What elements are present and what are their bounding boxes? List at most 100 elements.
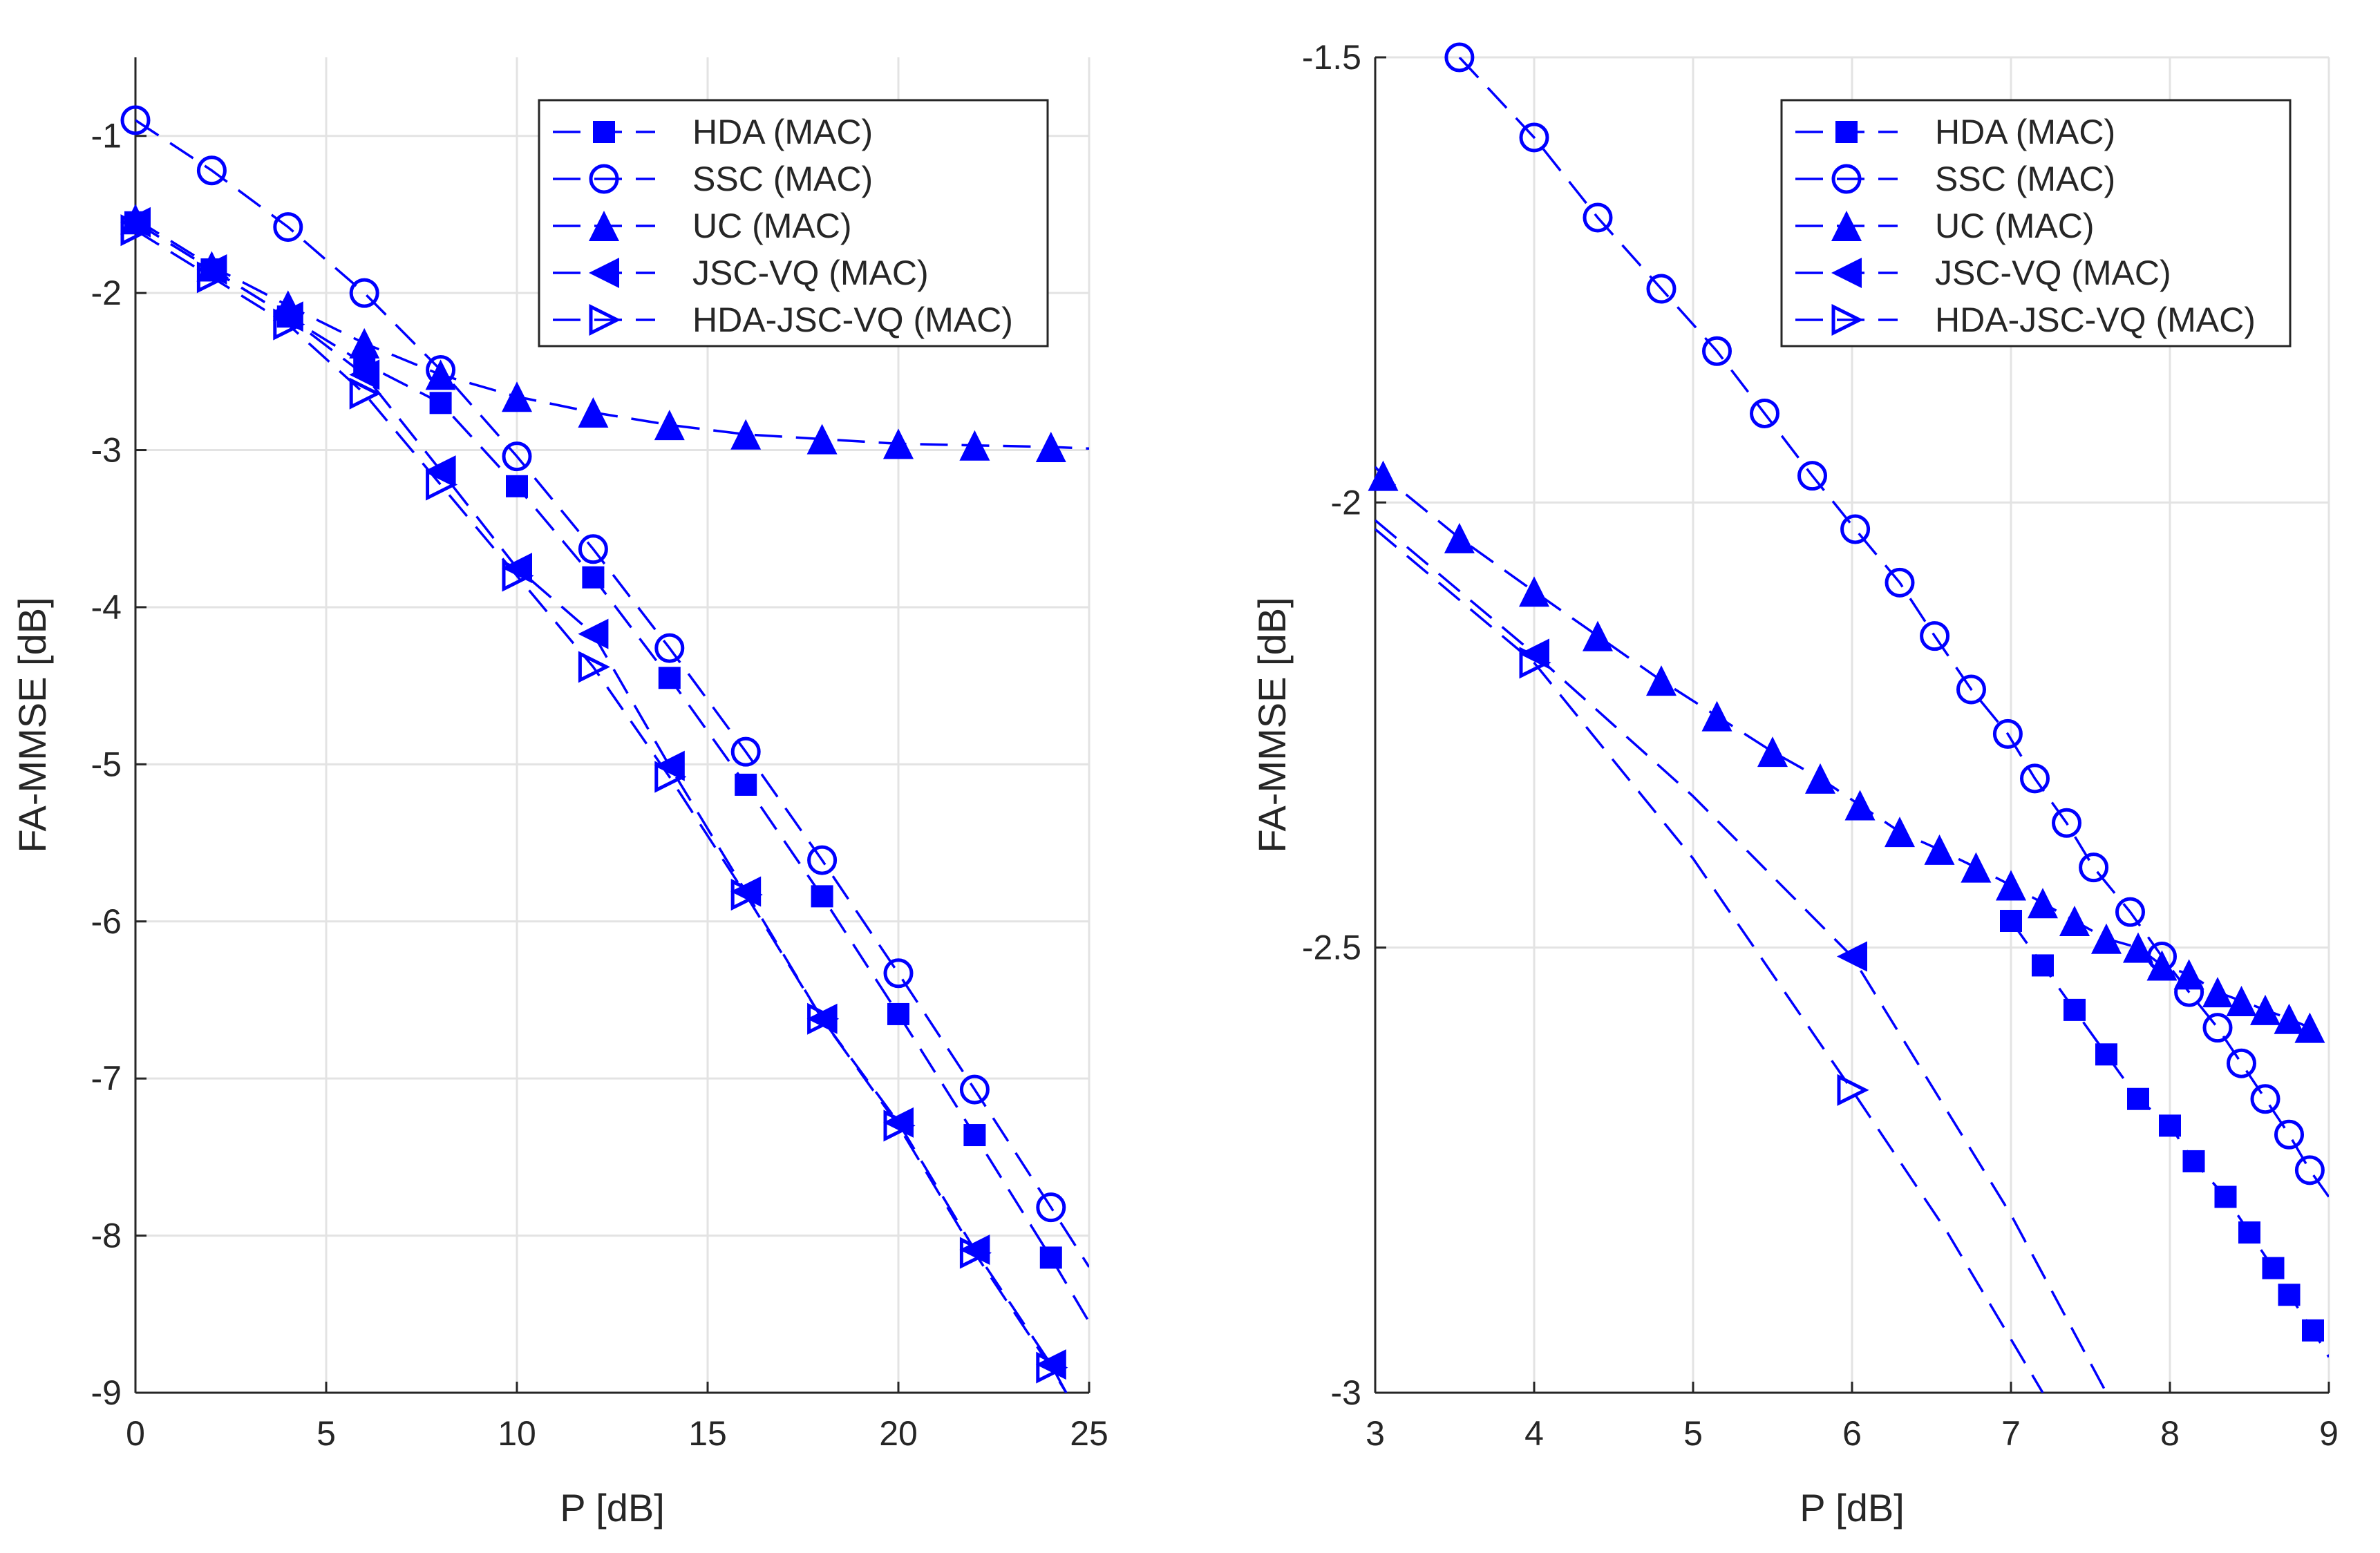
- chart1-y-axis-label: FA-MMSE [dB]: [1250, 597, 1294, 852]
- chart0-series-1-point-0: [120, 105, 151, 135]
- chart0-legend-marker-2: [589, 211, 619, 241]
- chart1-series-1-point-0: [1444, 42, 1475, 73]
- chart0-series-0-point-8: [735, 773, 757, 796]
- chart1-series-1-point-7: [1840, 514, 1871, 544]
- chart1-series-0-point-4: [2127, 1087, 2149, 1110]
- chart0-series-2-point-11: [959, 430, 990, 461]
- chart1-series-1-point-2: [1583, 202, 1613, 233]
- chart0-series-1-point-8: [730, 736, 761, 767]
- chart0-x-tick-label-2: 10: [498, 1414, 536, 1453]
- chart0-y-tick-label-8: -1: [91, 117, 122, 155]
- chart-left: 0 5 10 15 20 25 -9 -8 -7 -6 -5 -4 -3 -2 -1 P [dB] FA-MMS…: [10, 57, 1108, 1530]
- chart1-series-2-point-23: [2294, 1012, 2325, 1043]
- chart1-y-tick-label-3: -1.5: [1302, 38, 1361, 77]
- chart0-legend-marker-0: [593, 121, 615, 143]
- chart0-series-2-point-8: [730, 419, 762, 450]
- chart1-legend-label-1: SSC (MAC): [1935, 160, 2115, 198]
- chart0-series-4-point-0: [120, 214, 153, 247]
- chart1-x-tick-label-3: 6: [1842, 1414, 1862, 1453]
- chart0-series-2-point-7: [654, 410, 685, 441]
- chart0-series-1-point-6: [578, 534, 608, 564]
- chart0-legend-label-3: JSC-VQ (MAC): [692, 254, 929, 292]
- chart1-series-2-point-18: [2173, 959, 2204, 990]
- chart0-series-3-point-9: [806, 1003, 838, 1034]
- chart0-series-0-point-4: [429, 392, 452, 415]
- chart0-series-1-point-2: [273, 212, 303, 242]
- chart1-markers: [1368, 42, 2325, 1342]
- chart1-series-2-point-4: [1646, 665, 1677, 696]
- chart0-series-1-point-10: [883, 958, 914, 989]
- chart1-series-1-point-21: [2274, 1119, 2304, 1150]
- chart0-series-1-point-7: [654, 633, 685, 663]
- chart1-series-2-point-20: [2226, 985, 2257, 1016]
- chart1-series-0-point-6: [2182, 1150, 2205, 1172]
- chart0-series-4-point-12: [1036, 1351, 1068, 1384]
- chart0-y-tick-label-1: -8: [91, 1217, 122, 1255]
- chart1-legend-marker-2: [1831, 211, 1862, 241]
- chart1-series-1-point-3: [1646, 274, 1677, 304]
- chart0-legend-marker-4: [589, 303, 621, 336]
- chart0-y-tick-label-4: -5: [91, 745, 122, 783]
- chart0-y-axis-label: FA-MMSE [dB]: [10, 597, 54, 852]
- chart1-series-1-point-19: [2227, 1048, 2256, 1078]
- chart1-legend-box: [1780, 99, 2292, 347]
- chart0-x-tick-label-4: 20: [879, 1414, 918, 1453]
- chart0-y-tick-label-3: -6: [91, 902, 122, 941]
- chart0-legend-label-0: HDA (MAC): [692, 113, 873, 151]
- chart1-series-1-point-11: [1992, 718, 2023, 749]
- chart0-series-2-point-4: [425, 359, 456, 390]
- chart0-series-2-point-3: [349, 327, 380, 359]
- chart1-series-1-point-10: [1956, 674, 1986, 705]
- chart1-series-3-line: [1375, 519, 2108, 1393]
- chart1-series-2-point-12: [1996, 870, 2026, 901]
- chart0-series-2-point-5: [502, 381, 532, 412]
- chart1-legend-label-0: HDA (MAC): [1935, 113, 2115, 151]
- chart1-legend-marker-1: [1831, 164, 1862, 194]
- chart0-legend-box: [538, 99, 1049, 347]
- chart1-x-axis-label: P [dB]: [1800, 1486, 1905, 1530]
- chart0-x-tick-label-0: 0: [126, 1414, 145, 1453]
- chart1-series-4-point-0: [1519, 647, 1551, 679]
- chart0-series-3-point-6: [578, 618, 609, 649]
- chart1-series-2-point-6: [1757, 736, 1788, 768]
- chart0-series-2-point-9: [806, 423, 838, 455]
- chart1-series-1-point-4: [1702, 336, 1732, 366]
- chart1-series-4-line: [1375, 528, 2044, 1393]
- chart1-x-tick-label-5: 8: [2160, 1414, 2180, 1453]
- chart1-series-2-point-3: [1583, 620, 1613, 651]
- chart1-series-0-point-0: [2000, 910, 2022, 933]
- chart0-legend-marker-1: [589, 164, 619, 194]
- chart1-legend-label-3: JSC-VQ (MAC): [1935, 254, 2171, 292]
- chart0-series-0-point-11: [963, 1124, 986, 1147]
- chart1-series-1-point-6: [1797, 461, 1827, 491]
- chart1-series-0-point-2: [2063, 998, 2086, 1021]
- chart0-x-tick-label-5: 25: [1070, 1414, 1108, 1453]
- chart1-series-2-point-13: [2028, 888, 2058, 919]
- chart0-y-tick-label-7: -2: [91, 274, 122, 312]
- chart1-series-2-point-10: [1924, 834, 1955, 865]
- chart1-series-1-point-22: [2294, 1155, 2325, 1185]
- chart1-series-1-point-18: [2202, 1013, 2233, 1043]
- chart0-y-tick-label-0: -9: [91, 1373, 122, 1412]
- chart0-series-4-point-1: [196, 261, 229, 294]
- chart0-y-tick-label-5: -4: [91, 588, 122, 627]
- chart1-y-tick-label-2: -2: [1331, 483, 1361, 522]
- chart1-series-2-point-11: [1961, 852, 1992, 883]
- chart1-series-2-point-2: [1519, 576, 1549, 607]
- chart0-series-4-point-2: [273, 308, 305, 341]
- chart0-legend-label-2: UC (MAC): [692, 207, 852, 245]
- chart0-series-0-point-5: [506, 475, 528, 497]
- chart1-series-2-point-16: [2123, 932, 2153, 963]
- chart0-series-3-point-4: [425, 455, 456, 486]
- chart0-series-1-point-11: [959, 1074, 990, 1105]
- chart1-legend-marker-3: [1831, 258, 1862, 288]
- chart1-series-4-point-1: [1837, 1074, 1869, 1106]
- chart1-series-0-point-9: [2262, 1257, 2285, 1279]
- chart1-series-0-point-7: [2214, 1185, 2237, 1208]
- chart1-series-0-point-8: [2238, 1221, 2260, 1244]
- chart0-series-4-point-8: [730, 879, 763, 911]
- chart1-series-3-point-1: [1837, 941, 1867, 972]
- chart1-x-tick-label-0: 3: [1366, 1414, 1385, 1453]
- chart0-x-tick-label-3: 15: [688, 1414, 727, 1453]
